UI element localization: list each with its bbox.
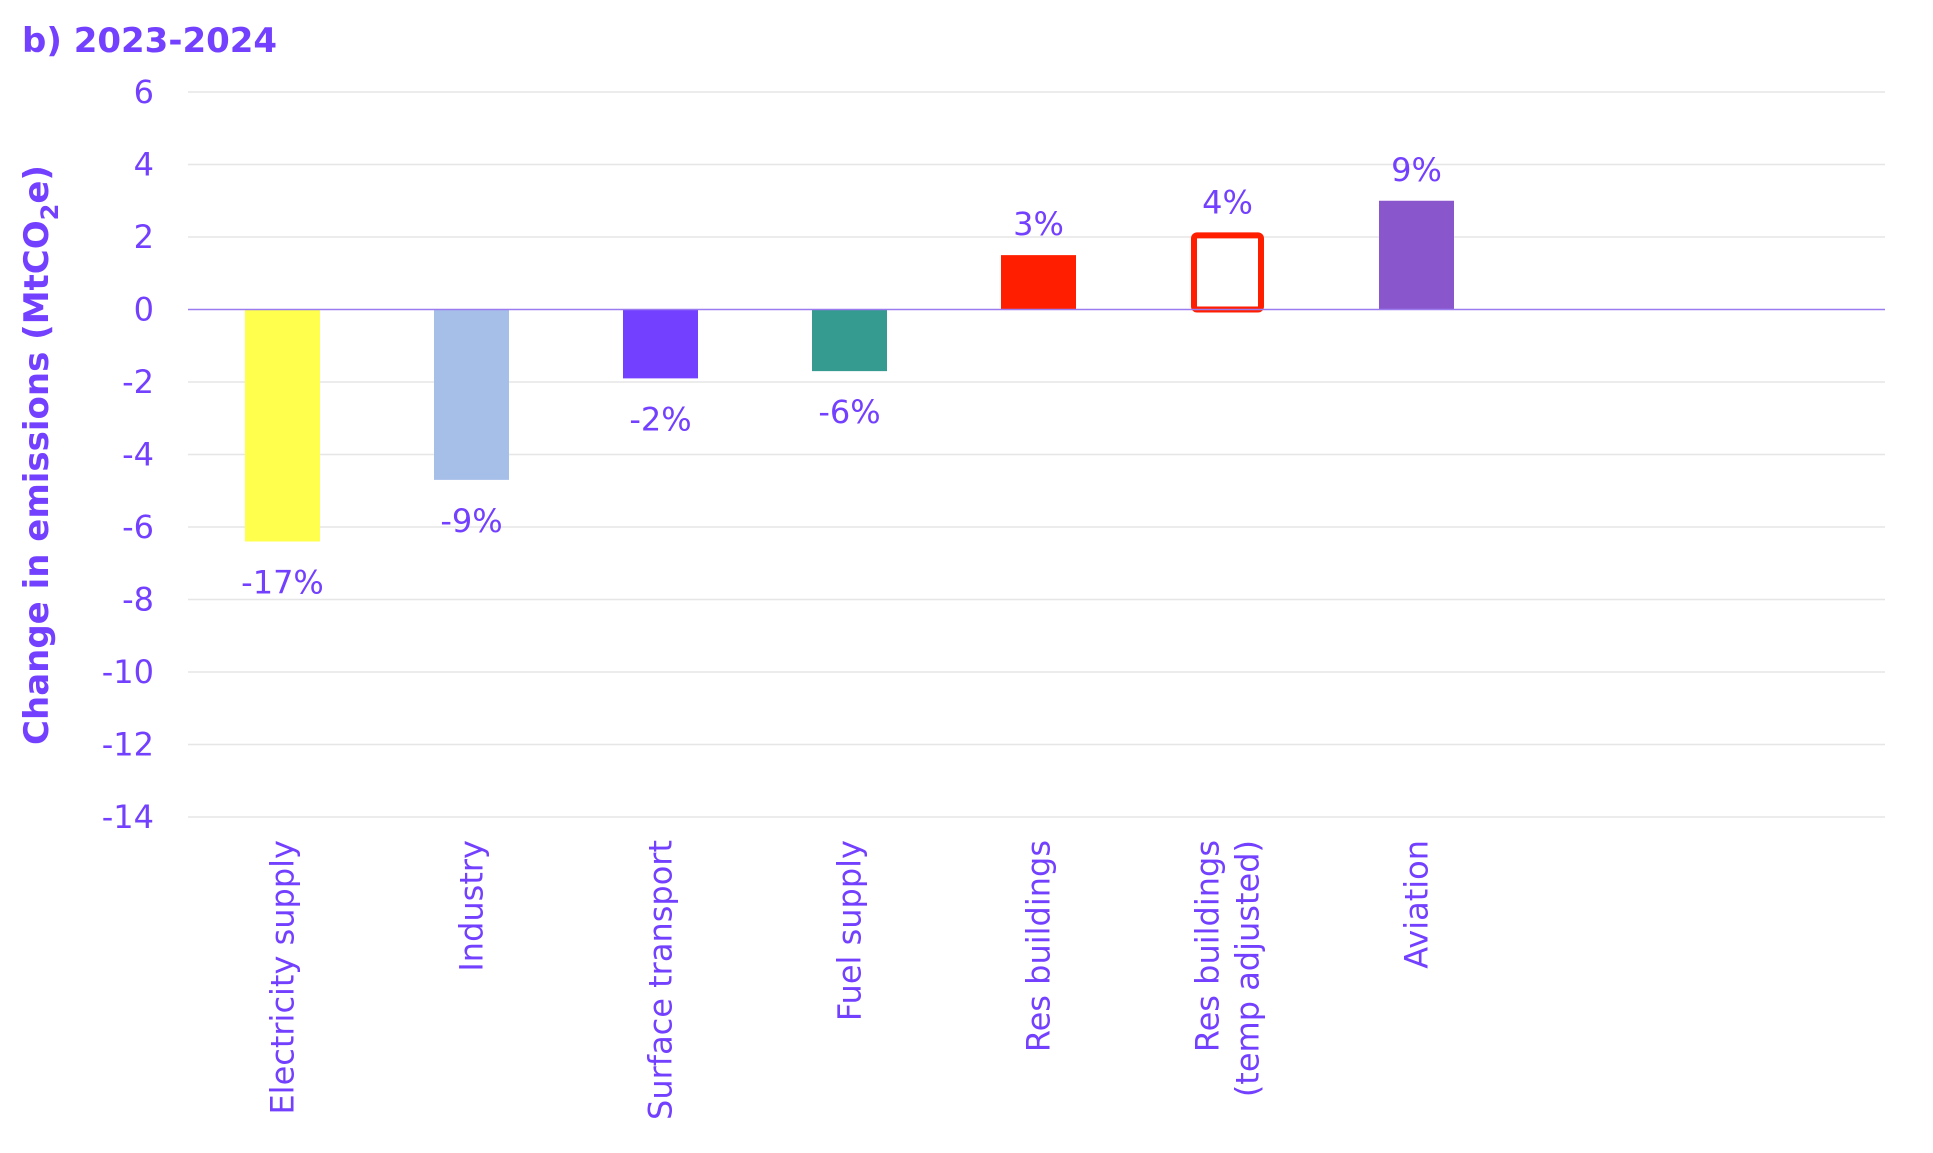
y-axis-ticks: 6 4 2 0 -2 -4 -6 -8 -10 -12 -14 (102, 73, 154, 836)
data-label: 3% (1013, 205, 1064, 243)
category-label: Res buildings (1020, 840, 1058, 1052)
bar (245, 309, 320, 542)
data-label: -9% (440, 502, 502, 540)
y-tick-label: 2 (134, 218, 154, 256)
y-tick-label: -2 (122, 363, 154, 401)
y-tick-label: -10 (102, 653, 154, 691)
category-label: Surface transport (642, 840, 680, 1120)
bar (812, 309, 887, 372)
data-label: 9% (1391, 151, 1442, 189)
y-tick-label: 6 (134, 73, 154, 111)
category-label: Electricity supply (264, 840, 302, 1115)
category-label-line: Industry (453, 840, 491, 972)
y-tick-label: 0 (134, 291, 154, 329)
bar (434, 309, 509, 480)
category-label-line: Surface transport (642, 840, 680, 1120)
data-label: -6% (818, 393, 880, 431)
category-label: Aviation (1398, 840, 1436, 969)
y-tick-label: -8 (122, 581, 154, 619)
y-axis-label-main: Change in emissions (MtCO (17, 220, 57, 745)
category-label-line: (temp adjusted) (1229, 840, 1267, 1097)
bar (1191, 232, 1264, 313)
y-tick-label: -4 (122, 436, 154, 474)
category-label-line: Fuel supply (831, 840, 869, 1021)
bar (623, 309, 698, 379)
category-label: Res buildings(temp adjusted) (1189, 840, 1267, 1097)
y-tick-label: -12 (102, 726, 154, 764)
chart-title: b) 2023-2024 (22, 21, 277, 61)
data-label: -2% (629, 400, 691, 438)
y-tick-label: -6 (122, 508, 154, 546)
bars (245, 200, 1454, 542)
y-tick-label: 4 (134, 146, 154, 184)
category-label-line: Res buildings (1189, 840, 1227, 1052)
bar (1001, 255, 1076, 310)
y-axis-label: Change in emissions (MtCO2e) (17, 165, 64, 745)
data-label: 4% (1202, 183, 1253, 221)
data-labels: -17% -9% -2% -6% 3% 4% 9% (241, 151, 1442, 602)
bar (1379, 200, 1454, 310)
y-tick-label: -14 (102, 798, 154, 836)
category-label-line: Electricity supply (264, 840, 302, 1115)
category-label-line: Aviation (1398, 840, 1436, 969)
y-axis-label-end: e) (17, 165, 57, 204)
category-labels: Electricity supply Industry Surface transp… (264, 840, 1436, 1120)
category-label: Industry (453, 840, 491, 972)
y-axis-label-subscript: 2 (36, 204, 64, 221)
category-label-line: Res buildings (1020, 840, 1058, 1052)
category-label: Fuel supply (831, 840, 869, 1021)
data-label: -17% (241, 564, 324, 602)
